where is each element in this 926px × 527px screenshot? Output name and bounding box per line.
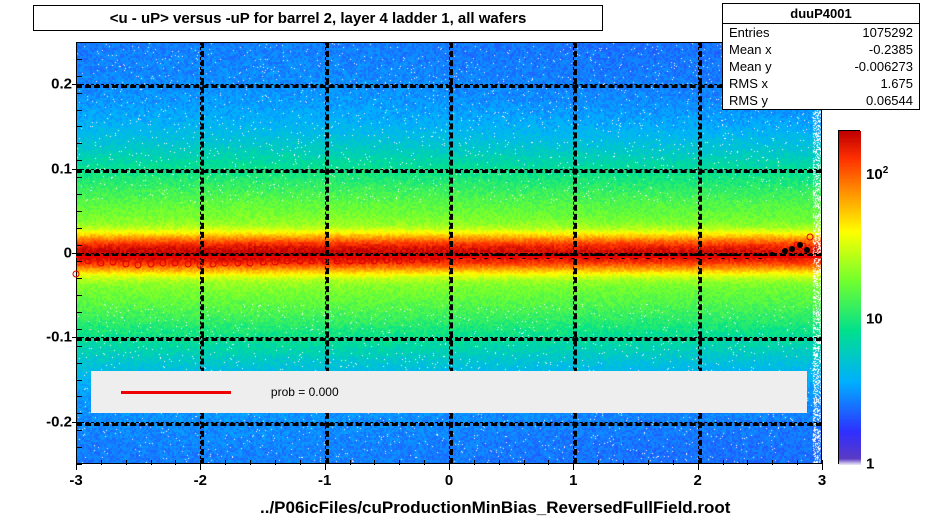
profile-marker-red bbox=[234, 260, 241, 267]
stats-row: Mean x -0.2385 bbox=[723, 41, 919, 58]
colorbar-tick-label: 1 bbox=[866, 456, 874, 473]
profile-marker-red bbox=[197, 261, 204, 268]
profile-marker-black bbox=[797, 242, 803, 248]
profile-marker-red bbox=[346, 258, 353, 265]
stats-value: -0.006273 bbox=[854, 59, 913, 74]
profile-marker-red bbox=[85, 258, 92, 265]
x-tick-label: -1 bbox=[318, 472, 331, 489]
stats-label: Mean y bbox=[729, 59, 772, 74]
x-tick-label: 2 bbox=[693, 472, 701, 489]
profile-marker-red bbox=[259, 259, 266, 266]
x-tick-label: 3 bbox=[818, 472, 826, 489]
profile-marker-red bbox=[97, 260, 104, 267]
y-tick-label: 0 bbox=[64, 245, 72, 262]
y-tick-label: -0.2 bbox=[46, 413, 72, 430]
stats-row: Mean y -0.006273 bbox=[723, 58, 919, 75]
profile-marker-red bbox=[135, 261, 142, 268]
fit-line bbox=[76, 256, 822, 258]
stats-label: Entries bbox=[729, 25, 769, 40]
axis-top bbox=[76, 42, 822, 43]
file-path: ../P06icFiles/cuProductionMinBias_Revers… bbox=[260, 498, 730, 518]
plot-area: prob = 0.000 bbox=[76, 42, 822, 464]
y-tick-label: 0.1 bbox=[51, 160, 72, 177]
profile-marker-black bbox=[789, 246, 795, 252]
y-tick-label: 0.2 bbox=[51, 76, 72, 93]
colorbar-labels: 110102 bbox=[866, 130, 916, 464]
colorbar-tick-label: 102 bbox=[866, 165, 888, 183]
profile-marker-red bbox=[184, 260, 191, 267]
stats-row: RMS y 0.06544 bbox=[723, 92, 919, 109]
stats-row: Entries 1075292 bbox=[723, 24, 919, 41]
profile-marker-red bbox=[73, 271, 80, 278]
chart-title-text: <u - uP> versus -uP for barrel 2, layer … bbox=[110, 10, 527, 27]
profile-marker-red bbox=[806, 233, 813, 240]
profile-marker-red bbox=[147, 260, 154, 267]
x-tick-label: -3 bbox=[69, 472, 82, 489]
stats-label: RMS x bbox=[729, 76, 768, 91]
stats-box: duuP4001 Entries1075292Mean x-0.2385Mean… bbox=[722, 3, 920, 110]
legend-line bbox=[121, 391, 231, 394]
colorbar-gradient bbox=[839, 131, 861, 465]
stats-label: RMS y bbox=[729, 93, 768, 108]
x-axis: -3-2-10123 bbox=[76, 464, 822, 494]
profile-marker-red bbox=[271, 259, 278, 266]
stats-label: Mean x bbox=[729, 42, 772, 57]
legend-text: prob = 0.000 bbox=[271, 385, 339, 399]
profile-marker-red bbox=[110, 259, 117, 266]
y-axis: -0.2 -0.1 0 0.1 0.2 bbox=[34, 42, 76, 464]
profile-marker-red bbox=[284, 258, 291, 265]
profile-marker-red bbox=[309, 258, 316, 265]
colorbar-tick-label: 10 bbox=[866, 310, 883, 327]
profile-marker-black bbox=[804, 247, 810, 253]
legend: prob = 0.000 bbox=[91, 371, 807, 413]
profile-marker-red bbox=[296, 258, 303, 265]
stats-value: 1075292 bbox=[862, 25, 913, 40]
stats-name: duuP4001 bbox=[723, 4, 919, 24]
profile-marker-black bbox=[782, 248, 788, 254]
profile-marker-red bbox=[122, 260, 129, 267]
profile-marker-red bbox=[334, 258, 341, 265]
x-tick-label: 1 bbox=[569, 472, 577, 489]
stats-value: 1.675 bbox=[880, 76, 913, 91]
chart-title: <u - uP> versus -uP for barrel 2, layer … bbox=[33, 5, 603, 31]
profile-marker-red bbox=[222, 260, 229, 267]
profile-marker-red bbox=[209, 260, 216, 267]
x-tick-label: 0 bbox=[445, 472, 453, 489]
profile-marker-red bbox=[172, 260, 179, 267]
profile-marker-red bbox=[160, 260, 167, 267]
y-tick-label: -0.1 bbox=[46, 329, 72, 346]
stats-row: RMS x 1.675 bbox=[723, 75, 919, 92]
stats-value: -0.2385 bbox=[869, 42, 913, 57]
colorbar bbox=[838, 130, 860, 464]
profile-marker-red bbox=[247, 260, 254, 267]
x-tick-label: -2 bbox=[194, 472, 207, 489]
stats-value: 0.06544 bbox=[866, 93, 913, 108]
